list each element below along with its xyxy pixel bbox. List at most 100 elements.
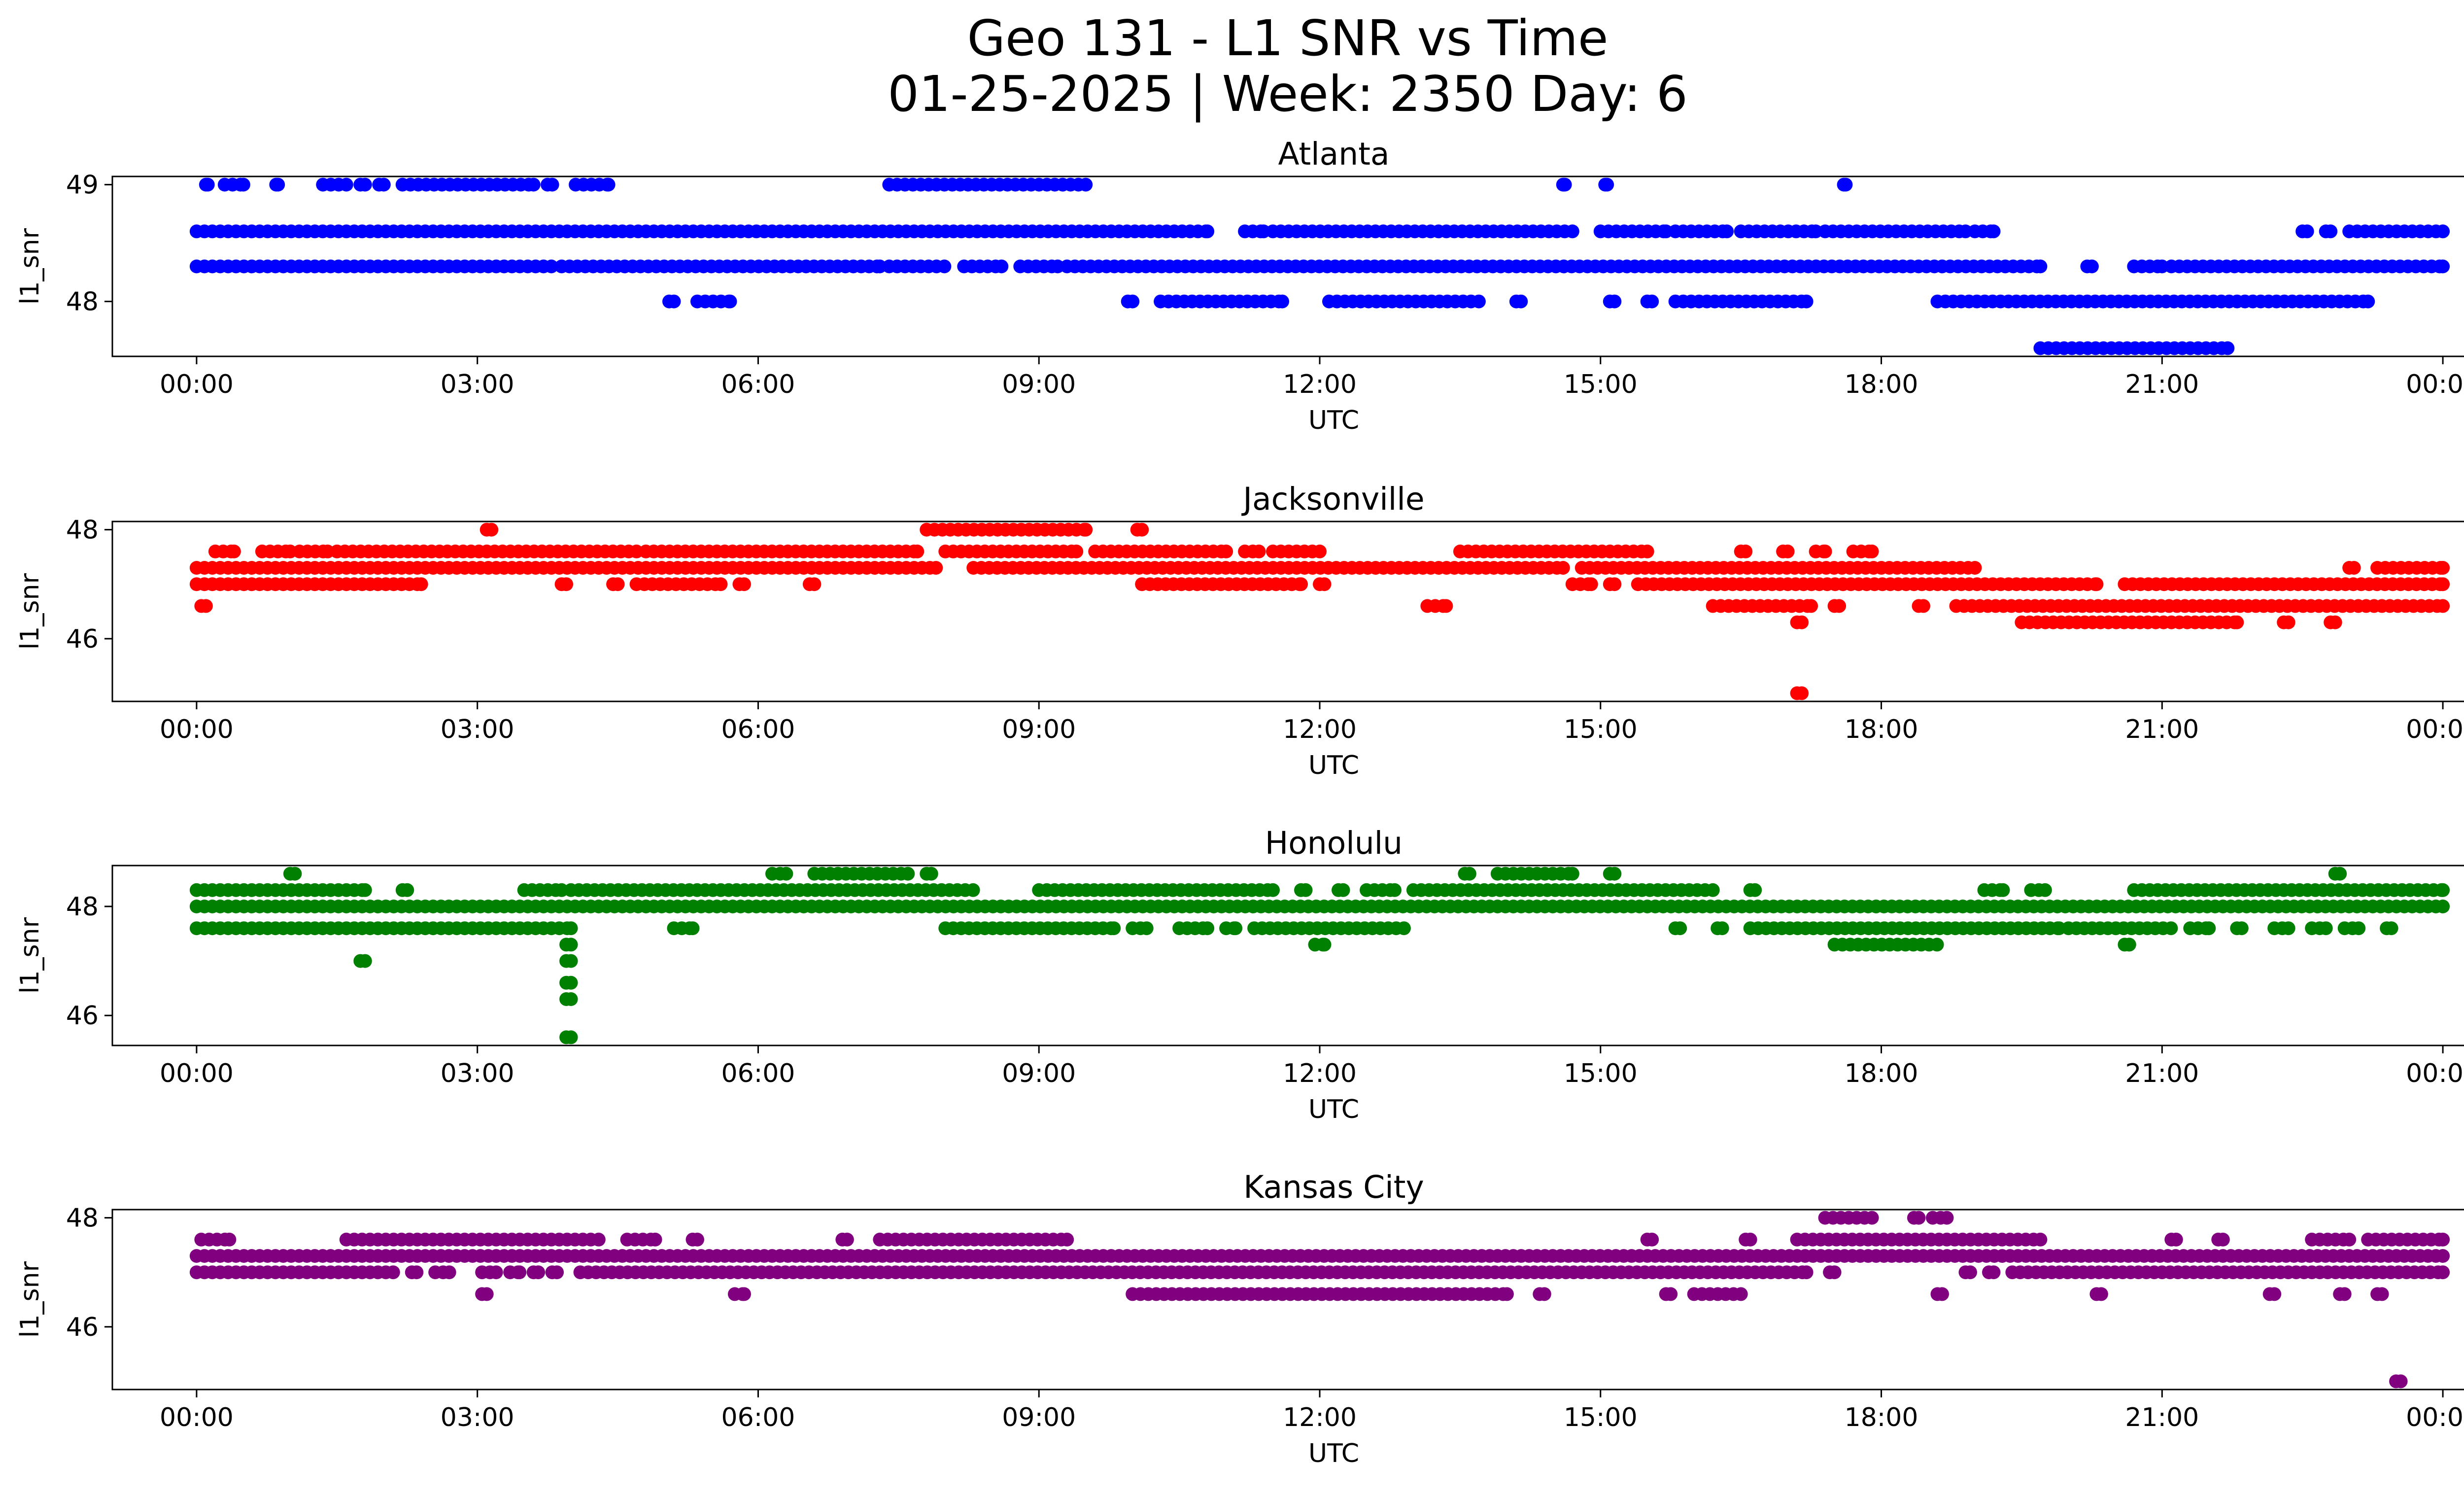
data-point bbox=[1558, 177, 1572, 192]
data-point bbox=[222, 1232, 237, 1247]
x-tick-label: 12:00 bbox=[1283, 1059, 1357, 1088]
data-point bbox=[1294, 577, 1308, 591]
data-point bbox=[1673, 921, 1687, 936]
axes-frame bbox=[111, 1209, 2464, 1391]
y-axis-label: l1_snr bbox=[15, 917, 45, 994]
data-point bbox=[1336, 883, 1350, 897]
x-tick-label: 15:00 bbox=[1564, 370, 1638, 399]
data-point bbox=[737, 1287, 751, 1301]
axes-frame bbox=[111, 521, 2464, 702]
data-point bbox=[400, 883, 414, 897]
data-point bbox=[484, 522, 499, 537]
data-point bbox=[1996, 883, 2010, 897]
y-axis-label: l1_snr bbox=[15, 573, 45, 650]
data-point bbox=[1780, 544, 1795, 558]
data-point bbox=[1126, 294, 1140, 309]
data-point bbox=[924, 867, 938, 881]
data-point bbox=[2164, 921, 2178, 936]
data-point bbox=[2300, 224, 2314, 239]
data-point bbox=[531, 1265, 546, 1280]
data-point bbox=[1734, 1287, 1748, 1301]
data-point bbox=[1313, 544, 1327, 558]
points-2 bbox=[189, 867, 2450, 1044]
x-tick-label: 03:00 bbox=[441, 715, 514, 744]
x-tick-label: 18:00 bbox=[1845, 370, 1918, 399]
data-point bbox=[410, 1265, 424, 1280]
data-point bbox=[1565, 867, 1579, 881]
data-point bbox=[339, 177, 353, 192]
data-point bbox=[1720, 224, 1734, 239]
data-point bbox=[2436, 561, 2450, 575]
data-point bbox=[513, 1265, 527, 1280]
data-point bbox=[2094, 1287, 2108, 1301]
data-point bbox=[1715, 921, 1729, 936]
x-tick-label: 00:00 bbox=[160, 1059, 234, 1088]
data-point bbox=[1139, 921, 1154, 936]
data-point bbox=[564, 1030, 578, 1044]
figure-title-line1: Geo 131 - L1 SNR vs Time bbox=[967, 9, 1608, 67]
x-tick-label: 15:00 bbox=[1564, 1403, 1638, 1432]
x-tick-label: 06:00 bbox=[721, 370, 795, 399]
data-point bbox=[1252, 544, 1266, 558]
data-point bbox=[937, 259, 952, 274]
data-point bbox=[966, 883, 980, 897]
data-point bbox=[1135, 522, 1149, 537]
data-point bbox=[1565, 224, 1579, 239]
x-tick-label: 06:00 bbox=[721, 1403, 795, 1432]
data-point bbox=[1079, 522, 1093, 537]
data-point bbox=[2436, 1249, 2450, 1263]
data-point bbox=[201, 177, 215, 192]
data-point bbox=[1865, 1211, 1879, 1225]
data-point bbox=[1397, 921, 1411, 936]
points-3 bbox=[189, 1211, 2450, 1389]
x-tick-label: 00:00 bbox=[160, 370, 234, 399]
data-point bbox=[1832, 599, 1847, 613]
data-point bbox=[564, 954, 578, 968]
data-point bbox=[1645, 294, 1659, 309]
data-point bbox=[2328, 615, 2342, 629]
data-point bbox=[2038, 883, 2052, 897]
data-point bbox=[1940, 1211, 1954, 1225]
data-point bbox=[1600, 177, 1614, 192]
data-point bbox=[376, 177, 391, 192]
data-point bbox=[526, 177, 541, 192]
y-axis-label: l1_snr bbox=[15, 1261, 45, 1338]
x-tick-label: 06:00 bbox=[721, 1059, 795, 1088]
data-point bbox=[1079, 177, 1093, 192]
data-point bbox=[1935, 1287, 1949, 1301]
y-axis-label: l1_snr bbox=[15, 228, 45, 305]
data-point bbox=[1795, 686, 1809, 700]
data-point bbox=[386, 1265, 400, 1280]
y-tick-label: 48 bbox=[66, 516, 99, 545]
x-tick-label: 12:00 bbox=[1283, 715, 1357, 744]
data-point bbox=[1299, 883, 1313, 897]
data-point bbox=[685, 921, 700, 936]
data-point bbox=[737, 577, 751, 591]
panel-1: 00:00 03:00 06:00 09:00 12:00 15:00 18:00 21:00… bbox=[15, 481, 2464, 780]
data-point bbox=[2267, 1287, 2282, 1301]
data-point bbox=[2436, 259, 2450, 274]
figure-title-line2: 01-25-2025 | Week: 2350 Day: 6 bbox=[888, 65, 1687, 123]
y-tick-label: 46 bbox=[66, 1313, 99, 1342]
data-point bbox=[2375, 1287, 2389, 1301]
x-tick-label: 12:00 bbox=[1283, 370, 1357, 399]
panel-3: 00:00 03:00 06:00 09:00 12:00 15:00 18:00 21:00… bbox=[15, 1169, 2464, 1468]
data-point bbox=[1388, 883, 1402, 897]
data-point bbox=[1799, 294, 1814, 309]
data-point bbox=[2436, 224, 2450, 239]
data-point bbox=[929, 561, 943, 575]
data-point bbox=[2281, 615, 2295, 629]
data-point bbox=[358, 883, 372, 897]
data-point bbox=[2337, 1287, 2352, 1301]
data-point bbox=[2033, 259, 2048, 274]
x-tick-label: 03:00 bbox=[441, 1403, 514, 1432]
data-point bbox=[288, 867, 302, 881]
x-tick-label: 21:00 bbox=[2125, 715, 2199, 744]
data-point bbox=[648, 1232, 662, 1247]
data-point bbox=[479, 1287, 494, 1301]
x-tick-label: 15:00 bbox=[1564, 715, 1638, 744]
data-point bbox=[271, 177, 285, 192]
data-point bbox=[1229, 921, 1243, 936]
data-point bbox=[1608, 294, 1622, 309]
data-point bbox=[1584, 577, 1598, 591]
